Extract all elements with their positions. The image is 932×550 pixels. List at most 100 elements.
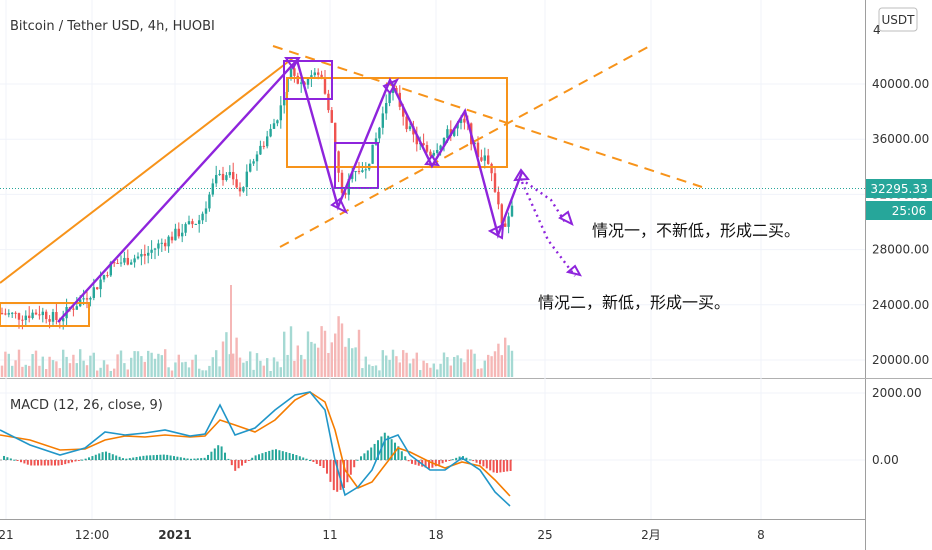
candle-body	[14, 312, 17, 314]
macd-histogram-bar	[207, 454, 209, 460]
candle-body	[388, 93, 391, 104]
candle-body	[34, 312, 38, 315]
macd-histogram-bar	[173, 456, 175, 460]
macd-histogram-bar	[88, 457, 90, 460]
volume-bar	[354, 347, 357, 377]
volume-bar	[497, 343, 500, 377]
price-axis: 40000.0036000.0032000.0028000.0024000.00…	[872, 77, 929, 467]
candle-body	[140, 253, 143, 257]
candle-body	[436, 149, 439, 153]
candle-body	[439, 145, 442, 150]
volume-bar	[7, 353, 10, 377]
volume-bar	[55, 361, 58, 377]
currency-badge[interactable]: USDT	[878, 7, 918, 32]
macd-histogram-bar	[203, 457, 206, 460]
volume-bar	[123, 363, 126, 377]
candle-body	[320, 74, 323, 78]
macd-histogram-bar	[261, 453, 264, 460]
candle-body	[245, 171, 248, 188]
volume-bar	[133, 351, 136, 377]
arrow-head	[565, 264, 582, 277]
volume-bar	[235, 337, 238, 377]
candle-body	[109, 262, 112, 276]
macd-histogram-bar	[152, 455, 155, 460]
volume-bar	[327, 352, 330, 377]
volume-bar	[432, 363, 435, 377]
candle-body	[204, 208, 208, 214]
volume-bar	[28, 365, 31, 377]
arrow-head	[513, 168, 530, 182]
macd-histogram-bar	[383, 432, 386, 460]
candle-body	[4, 313, 7, 315]
macd-histogram-bar	[162, 454, 165, 460]
volume-bar	[238, 357, 242, 377]
volume-bar	[106, 364, 109, 377]
volume-bar	[330, 342, 333, 377]
scenario-path-1	[520, 178, 567, 223]
macd-histogram-bar	[111, 454, 114, 460]
candle-body	[493, 173, 497, 192]
candle-body	[198, 220, 201, 224]
macd-histogram-bar	[196, 458, 199, 460]
macd-histogram-bar	[451, 459, 454, 461]
candle-body	[133, 258, 136, 263]
macd-histogram-bar	[156, 454, 158, 460]
dashed-support	[279, 46, 649, 248]
volume-bar	[62, 349, 65, 377]
volume-bar	[255, 353, 259, 377]
candle-body	[21, 319, 24, 321]
volume-bar	[470, 349, 473, 377]
candle-body	[153, 248, 157, 250]
annotation-case2: 情况二，新低，形成一买。	[538, 293, 730, 312]
macd-histogram-bar	[492, 460, 495, 473]
candle-body	[269, 128, 272, 137]
macd-histogram-bar	[387, 435, 390, 460]
candle-body	[296, 75, 299, 84]
macd-histogram-bar	[244, 460, 247, 463]
macd-histogram-bar	[479, 460, 481, 465]
candle-body	[45, 311, 48, 320]
price-tick-label: 36000.00	[872, 132, 929, 146]
candle-body	[255, 154, 259, 162]
candle-body	[497, 191, 500, 205]
volume-bar	[245, 361, 248, 377]
macd-histogram-bar	[81, 459, 84, 461]
candle-body	[123, 257, 126, 263]
volume-bar	[262, 365, 265, 377]
time-tick-label: 25	[537, 528, 552, 542]
candle-body	[422, 143, 425, 146]
currency-badge-label: USDT	[882, 13, 916, 27]
macd-histogram-bar	[458, 456, 461, 460]
volume-bar	[38, 365, 41, 377]
macd-histogram-bar	[122, 458, 124, 460]
macd-histogram-bar	[326, 460, 328, 474]
macd-histogram-bar	[496, 460, 498, 473]
candle-body	[266, 136, 269, 147]
candle-body	[170, 236, 174, 241]
volume-bar	[289, 326, 293, 377]
macd-histogram-bar	[193, 458, 196, 460]
volume-bar	[45, 369, 48, 377]
volume-bar	[347, 338, 350, 377]
macd-histogram-bar	[176, 456, 179, 460]
volume-bar	[126, 369, 129, 377]
candle-body	[300, 82, 303, 84]
volume-bar	[279, 367, 282, 377]
pivot-box-top	[283, 60, 333, 100]
candle-body	[215, 175, 218, 184]
macd-histogram-bar	[268, 450, 271, 460]
volume-bar	[269, 370, 272, 377]
volume-bar	[187, 367, 191, 377]
macd-histogram-bar	[472, 460, 475, 462]
volume-bar	[215, 350, 218, 377]
macd-histogram-bar	[200, 458, 203, 460]
macd-histogram-bar	[295, 455, 298, 460]
macd-histogram-bar	[349, 460, 352, 475]
arrow-head	[558, 210, 574, 226]
macd-histogram-bar	[298, 456, 301, 460]
macd-histogram-bar	[186, 458, 189, 460]
candle-body	[11, 312, 14, 314]
volume-bar	[211, 357, 214, 377]
macd-histogram-bar	[363, 453, 366, 460]
candle-body	[48, 319, 51, 322]
